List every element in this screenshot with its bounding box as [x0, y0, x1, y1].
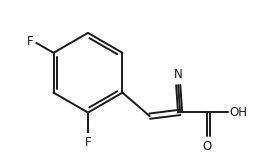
Text: F: F — [85, 136, 91, 149]
Text: O: O — [203, 140, 212, 153]
Text: F: F — [27, 35, 33, 48]
Text: OH: OH — [230, 106, 248, 119]
Text: N: N — [174, 68, 183, 81]
